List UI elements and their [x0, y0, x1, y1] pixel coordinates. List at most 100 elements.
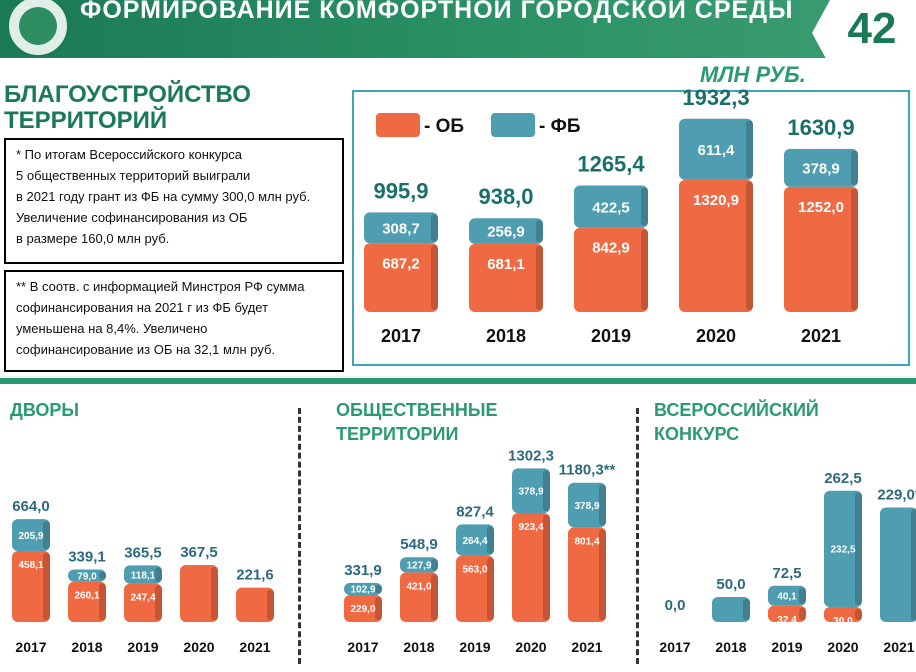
bar-ob [180, 565, 218, 622]
subtitle-public: ОБЩЕСТВЕННЫЕ ТЕРРИТОРИИ [336, 398, 497, 446]
divider-left [298, 408, 301, 664]
tick-label: 2021 [883, 639, 914, 655]
data-label-ob: 923,4 [518, 522, 543, 533]
tick-label: 2020 [183, 639, 214, 655]
data-label-fb: 205,9 [18, 531, 43, 542]
section-title-line2: ТЕРРИТОРИЙ [4, 107, 168, 134]
page-title: ФОРМИРОВАНИЕ КОМФОРТНОЙ ГОРОДСКОЙ СРЕДЫ [80, 0, 794, 24]
total-label: 1932,3 [682, 85, 749, 110]
tick-label: 2018 [486, 326, 526, 346]
bar-fb-shade [746, 120, 753, 178]
bar-fb [768, 585, 806, 606]
bar-ob [12, 550, 50, 622]
bar-fb-shade [641, 187, 648, 226]
tick-label: 2021 [571, 639, 602, 655]
emblem-map-icon [19, 7, 57, 45]
total-label: 1180,3** [559, 462, 616, 479]
data-label-fb: 378,9 [574, 501, 599, 512]
bar-fb-shade [543, 470, 550, 512]
data-label-ob: 458,1 [18, 560, 43, 571]
tick-label: 2017 [659, 639, 690, 655]
bar-ob [469, 243, 543, 312]
note-line: софинансирования на 2021 г из ФБ будет [16, 300, 269, 315]
data-label-fb: 378,9 [802, 161, 840, 178]
bar-fb [344, 582, 382, 595]
bar-ob-shade [641, 229, 648, 310]
total-label: 367,5 [180, 544, 218, 561]
tick-label: 2019 [591, 326, 631, 346]
bar-ob-shade [155, 585, 162, 620]
total-label: 664,0 [12, 498, 50, 515]
data-label-ob: 687,2 [382, 255, 420, 272]
data-label-ob: 801,4 [574, 536, 599, 547]
bar-ob [568, 527, 606, 622]
bar-ob [512, 513, 550, 622]
data-label-fb: 422,5 [592, 199, 630, 216]
bar-ob-shade [746, 181, 753, 310]
bar-fb-shade [855, 492, 862, 605]
tick-label: 2018 [403, 639, 434, 655]
tick-label: 2017 [381, 326, 421, 346]
note-line: в размере 160,0 млн руб. [16, 231, 170, 246]
bar-fb-shade [743, 599, 750, 620]
data-label-ob: 260,1 [74, 591, 99, 602]
unit-label: МЛН РУБ. [700, 62, 806, 87]
bar-ob-shade [799, 607, 806, 620]
total-label: 339,1 [68, 548, 106, 565]
bar-fb [364, 212, 438, 244]
bar-fb-shade [155, 567, 162, 582]
tick-label: 2019 [771, 639, 802, 655]
tick-label: 2019 [127, 639, 158, 655]
tick-label: 2021 [239, 639, 270, 655]
divider-right [636, 408, 639, 664]
tick-label: 2020 [827, 639, 858, 655]
tick-label: 2018 [715, 639, 746, 655]
data-label-fb: 378,9 [518, 486, 543, 497]
legend-label-ob: - ОБ [424, 116, 464, 137]
bar-fb [784, 148, 858, 187]
bar-ob [124, 583, 162, 622]
tick-label: 2019 [459, 639, 490, 655]
bar-ob-shade [267, 589, 274, 620]
legend-swatch-ob [376, 113, 420, 137]
note-line: 5 общественных территорий выиграли [16, 168, 251, 183]
bar-fb-shade [375, 584, 382, 593]
data-label-fb: 264,4 [462, 536, 487, 547]
bar-fb-shade [911, 509, 916, 620]
bar-ob [68, 581, 106, 622]
data-label-ob: 842,9 [592, 240, 630, 257]
tick-label: 2017 [347, 639, 378, 655]
data-label-ob: 32,4 [777, 615, 797, 626]
data-label-ob: 1252,0 [798, 199, 844, 216]
bar-ob [400, 572, 438, 622]
bar-fb [574, 185, 648, 228]
bottom-panel [0, 378, 916, 672]
bar-fb-shade [99, 571, 106, 580]
bar-fb-shade [43, 521, 50, 549]
bar-fb-shade [799, 587, 806, 604]
bar-fb [568, 482, 606, 528]
data-label-fb: 232,5 [830, 545, 855, 556]
bar-ob-shade [43, 552, 50, 620]
tick-label: 2020 [515, 639, 546, 655]
bar-ob-shade [487, 557, 494, 620]
tick-label: 2017 [15, 639, 46, 655]
total-label: 1265,4 [577, 151, 645, 176]
data-label-ob: 247,4 [130, 593, 155, 604]
subtitle-line: ДВОРЫ [10, 400, 80, 420]
subtitle-yards: ДВОРЫ [10, 398, 79, 422]
bar-ob-shade [431, 245, 438, 310]
total-label: 548,9 [400, 536, 438, 553]
bar-fb-shade [851, 150, 858, 185]
total-label: 262,5 [824, 470, 862, 487]
data-label-ob: 681,1 [487, 256, 525, 273]
total-label: 1302,3 [508, 447, 554, 464]
subtitle-line: КОНКУРС [654, 424, 740, 444]
bar-fb-shade [536, 220, 543, 242]
subtitle-line: ВСЕРОССИЙСКИЙ [654, 400, 819, 420]
bar-fb [12, 519, 50, 551]
bar-fb [400, 557, 438, 573]
data-label-ob: 1320,9 [693, 192, 739, 209]
bar-ob-shade [431, 574, 438, 620]
data-label-fb: 40,1 [777, 592, 797, 603]
